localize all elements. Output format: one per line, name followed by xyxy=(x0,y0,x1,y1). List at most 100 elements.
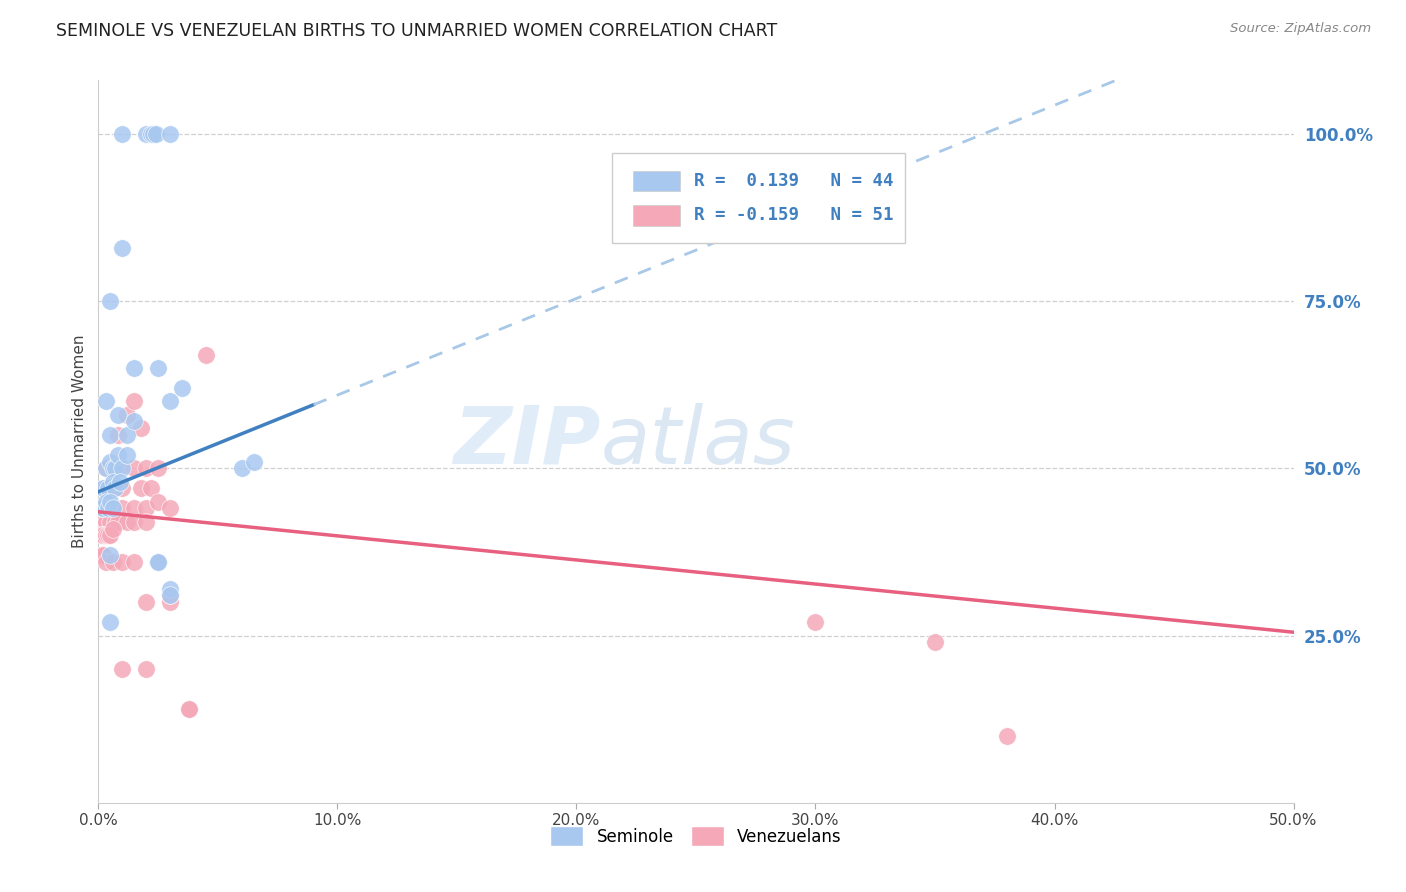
Point xyxy=(94,515,117,529)
Point xyxy=(115,448,138,462)
Text: ZIP: ZIP xyxy=(453,402,600,481)
Point xyxy=(243,455,266,469)
Point xyxy=(139,127,162,141)
Point xyxy=(107,515,129,529)
Point xyxy=(91,548,114,563)
Text: atlas: atlas xyxy=(600,402,796,481)
Point xyxy=(91,501,114,516)
Bar xyxy=(633,170,681,191)
Point xyxy=(924,635,946,649)
Point xyxy=(159,394,181,409)
Point xyxy=(135,515,157,529)
Point xyxy=(101,475,124,489)
Legend: Seminole, Venezuelans: Seminole, Venezuelans xyxy=(544,820,848,852)
Point xyxy=(98,455,122,469)
Point xyxy=(124,414,146,429)
Point xyxy=(159,582,181,596)
Point xyxy=(115,427,138,442)
Bar xyxy=(633,205,681,226)
Point xyxy=(108,475,131,489)
Point xyxy=(107,427,129,442)
Text: Source: ZipAtlas.com: Source: ZipAtlas.com xyxy=(1230,22,1371,36)
Point xyxy=(111,555,134,569)
Point xyxy=(111,461,134,475)
Point xyxy=(91,501,114,516)
Point xyxy=(104,461,127,475)
Point xyxy=(159,589,181,603)
Point xyxy=(97,501,120,516)
Point xyxy=(231,461,253,475)
Point xyxy=(91,515,114,529)
Point xyxy=(804,615,827,630)
Point xyxy=(159,501,181,516)
Point xyxy=(148,461,170,475)
Point xyxy=(107,408,129,422)
Point xyxy=(111,501,134,516)
Point xyxy=(97,482,120,496)
Point xyxy=(124,501,146,516)
Point xyxy=(101,501,124,516)
Point xyxy=(98,528,122,542)
Point xyxy=(90,528,112,542)
Point xyxy=(94,394,117,409)
Point xyxy=(98,615,122,630)
Point xyxy=(135,461,157,475)
Point xyxy=(148,494,170,508)
Point xyxy=(135,127,157,141)
Point xyxy=(139,482,162,496)
Text: SEMINOLE VS VENEZUELAN BIRTHS TO UNMARRIED WOMEN CORRELATION CHART: SEMINOLE VS VENEZUELAN BIRTHS TO UNMARRI… xyxy=(56,22,778,40)
Point xyxy=(179,702,201,716)
Point xyxy=(91,528,114,542)
Point xyxy=(98,427,122,442)
Point xyxy=(148,555,170,569)
Point xyxy=(124,515,146,529)
Point xyxy=(94,461,117,475)
Point xyxy=(97,528,120,542)
Point xyxy=(94,461,117,475)
Point xyxy=(94,482,117,496)
Point xyxy=(135,501,157,516)
Point xyxy=(101,521,124,535)
Point xyxy=(115,408,138,422)
Point xyxy=(90,501,112,516)
Point xyxy=(159,127,181,141)
Point xyxy=(131,421,153,435)
Point xyxy=(111,482,134,496)
Point xyxy=(98,494,122,508)
Text: R =  0.139   N = 44: R = 0.139 N = 44 xyxy=(693,172,893,190)
Text: R = -0.159   N = 51: R = -0.159 N = 51 xyxy=(693,206,893,225)
Point xyxy=(98,548,122,563)
Point xyxy=(179,702,201,716)
Point xyxy=(195,348,218,362)
Point xyxy=(94,555,117,569)
Point xyxy=(94,528,117,542)
Point xyxy=(115,515,138,529)
Point xyxy=(148,361,170,376)
Point xyxy=(159,595,181,609)
Point xyxy=(97,501,120,516)
Point xyxy=(135,595,157,609)
Point xyxy=(145,127,167,141)
Point xyxy=(98,482,122,496)
Point xyxy=(111,662,134,676)
Point xyxy=(995,729,1018,743)
Point xyxy=(124,394,146,409)
Point xyxy=(124,361,146,376)
Point xyxy=(124,461,146,475)
Point xyxy=(91,482,114,496)
Point xyxy=(107,448,129,462)
Point xyxy=(107,461,129,475)
Point xyxy=(131,482,153,496)
Point xyxy=(159,589,181,603)
Point xyxy=(135,662,157,676)
Point xyxy=(111,127,134,141)
Point xyxy=(98,515,122,529)
Point xyxy=(111,241,134,255)
Point xyxy=(142,127,165,141)
Point xyxy=(104,515,127,529)
Point xyxy=(104,482,127,496)
Point xyxy=(101,501,124,516)
Point xyxy=(124,555,146,569)
Point xyxy=(148,555,170,569)
Point xyxy=(101,555,124,569)
